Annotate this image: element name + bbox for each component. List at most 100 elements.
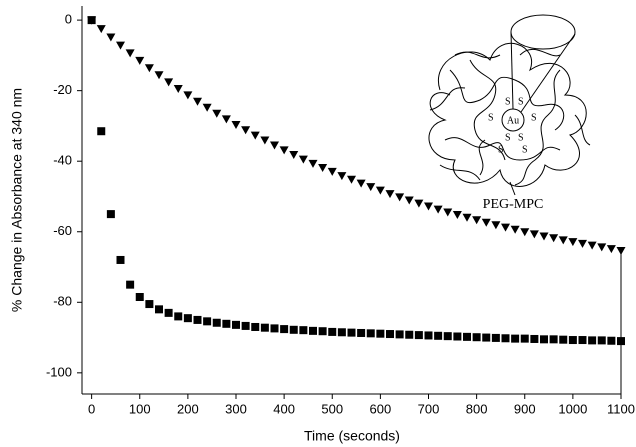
x-axis-label: Time (seconds) — [304, 428, 400, 444]
square-marker — [299, 326, 308, 335]
triangle-marker — [202, 103, 212, 112]
triangle-marker — [424, 202, 433, 211]
triangle-marker — [481, 218, 491, 227]
triangle-marker — [125, 49, 135, 58]
triangle-marker — [298, 155, 308, 164]
x-tick-label: 400 — [273, 401, 295, 416]
square-marker — [126, 280, 135, 289]
sulfur-label: S — [488, 112, 494, 123]
x-tick-label: 200 — [177, 401, 199, 416]
triangle-marker — [414, 199, 424, 208]
triangle-marker — [193, 97, 202, 106]
sulfur-label: S — [498, 144, 504, 155]
square-marker — [289, 325, 298, 334]
triangle-marker — [597, 243, 607, 252]
square-marker — [414, 331, 423, 340]
y-tick-label: 0 — [65, 12, 72, 27]
square-marker — [212, 318, 221, 327]
triangle-marker — [327, 167, 337, 176]
square-marker — [491, 333, 500, 342]
triangle-marker — [356, 179, 366, 188]
triangle-marker — [106, 33, 116, 42]
triangle-marker — [241, 126, 251, 135]
triangle-marker — [395, 193, 405, 202]
triangle-marker — [212, 109, 222, 118]
triangle-marker — [116, 41, 125, 50]
sulfur-label: S — [505, 132, 511, 143]
square-marker — [337, 328, 346, 337]
y-axis-label: % Change in Absorbance at 340 nm — [9, 88, 25, 312]
x-tick-label: 0 — [88, 401, 95, 416]
square-marker — [453, 332, 462, 341]
y-tick-label: -100 — [46, 364, 72, 379]
core-label: Au — [507, 115, 519, 126]
triangle-marker — [154, 71, 164, 80]
triangle-marker — [510, 225, 520, 234]
triangle-marker — [260, 136, 270, 145]
triangle-marker — [606, 245, 616, 254]
triangle-marker — [568, 238, 578, 247]
triangle-marker — [318, 164, 328, 173]
square-marker — [520, 334, 529, 343]
triangle-marker — [289, 150, 299, 159]
triangle-marker — [491, 221, 501, 230]
square-marker — [482, 333, 491, 342]
square-marker — [183, 314, 192, 323]
sulfur-label: S — [531, 112, 537, 123]
square-marker — [318, 327, 327, 336]
triangle-marker — [385, 190, 395, 199]
square-marker — [135, 293, 144, 301]
x-tick-label: 1100 — [607, 401, 635, 416]
square-marker — [568, 336, 577, 345]
square-marker — [540, 335, 548, 344]
square-marker — [463, 332, 471, 341]
square-marker — [395, 330, 404, 339]
triangle-marker — [501, 223, 510, 232]
square-marker — [434, 331, 443, 340]
triangle-marker — [375, 186, 385, 195]
square-marker — [607, 336, 616, 345]
square-marker — [549, 335, 558, 344]
inset-diagram — [428, 14, 591, 196]
square-marker — [472, 333, 481, 342]
triangle-marker — [452, 210, 462, 219]
square-marker — [280, 325, 289, 334]
sulfur-label: S — [522, 144, 528, 155]
square-marker — [232, 320, 240, 329]
square-marker — [424, 331, 433, 340]
square-marker — [511, 334, 520, 343]
triangle-marker — [587, 241, 597, 250]
triangle-marker — [462, 213, 472, 222]
triangle-marker — [308, 159, 318, 168]
square-marker — [578, 336, 587, 345]
square-marker — [443, 332, 452, 341]
square-marker — [97, 127, 106, 136]
square-marker — [155, 305, 163, 314]
sulfur-label: S — [505, 96, 511, 107]
triangle-marker — [173, 85, 183, 94]
square-marker — [405, 330, 414, 339]
triangle-marker — [347, 175, 356, 184]
square-marker — [559, 335, 568, 344]
x-tick-label: 800 — [466, 401, 488, 416]
square-marker — [386, 330, 394, 339]
square-marker — [106, 210, 115, 219]
square-marker — [501, 334, 510, 343]
triangle-marker — [183, 91, 193, 100]
triangle-marker — [443, 208, 453, 217]
sulfur-label: S — [518, 132, 524, 143]
triangle-marker — [529, 230, 539, 239]
square-marker — [145, 300, 154, 309]
square-marker — [260, 323, 269, 332]
triangle-marker — [616, 246, 626, 255]
triangle-marker — [558, 236, 568, 245]
triangle-marker — [520, 228, 530, 237]
square-marker — [222, 319, 231, 328]
square-marker — [366, 329, 375, 338]
triangle-marker — [366, 183, 376, 192]
triangle-marker — [337, 172, 347, 181]
square-marker — [309, 326, 317, 335]
square-marker — [597, 336, 606, 345]
square-marker — [174, 312, 183, 321]
